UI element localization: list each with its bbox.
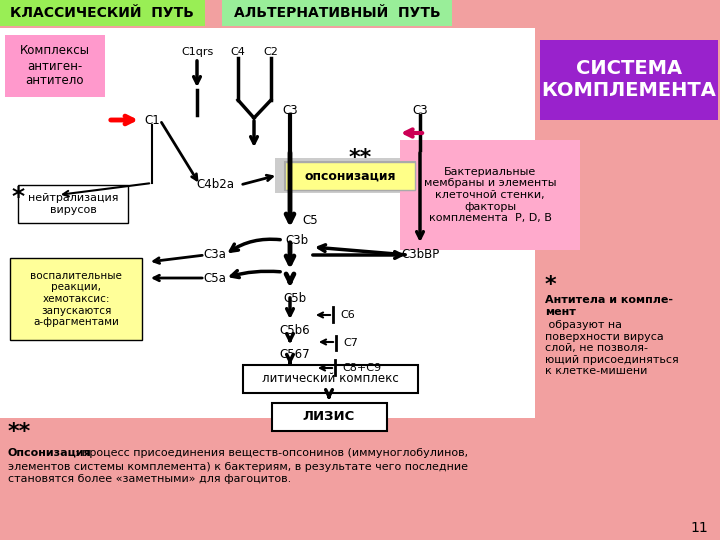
Text: Бактериальные
мембраны и элементы
клеточной стенки,
факторы
комплемента  P, D, B: Бактериальные мембраны и элементы клеточ… <box>424 167 557 223</box>
Text: C567: C567 <box>279 348 310 361</box>
Text: C3bBP: C3bBP <box>401 248 439 261</box>
Text: C6: C6 <box>340 310 355 320</box>
Bar <box>272 403 387 431</box>
Text: C2: C2 <box>264 47 279 57</box>
Text: СИСТЕМА
КОМПЛЕМЕНТА: СИСТЕМА КОМПЛЕМЕНТА <box>541 59 716 100</box>
Text: C3: C3 <box>412 104 428 117</box>
Text: КЛАССИЧЕСКИЙ  ПУТЬ: КЛАССИЧЕСКИЙ ПУТЬ <box>10 6 194 20</box>
Bar <box>540 40 718 120</box>
Text: элементов системы комплемента) к бактериям, в результате чего последние
становят: элементов системы комплемента) к бактери… <box>8 462 468 484</box>
Text: C4b2a: C4b2a <box>196 179 234 192</box>
Text: воспалительные
реакции,
хемотаксис:
запускаются
а-фрагментами: воспалительные реакции, хемотаксис: запу… <box>30 271 122 327</box>
Bar <box>10 258 142 340</box>
Bar <box>285 162 415 190</box>
Bar <box>285 162 415 190</box>
Text: C3b: C3b <box>285 233 308 246</box>
Text: 11: 11 <box>690 521 708 535</box>
Bar <box>0 28 535 418</box>
Text: образуют на
поверхности вируса
слой, не позволя-
ющий присоединяться
к клетке-ми: образуют на поверхности вируса слой, не … <box>545 320 679 376</box>
Bar <box>275 158 415 193</box>
Text: АЛЬТЕРНАТИВНЫЙ  ПУТЬ: АЛЬТЕРНАТИВНЫЙ ПУТЬ <box>234 6 441 20</box>
Text: C8+C9: C8+C9 <box>342 363 381 373</box>
Text: опсонизация: опсонизация <box>305 170 396 183</box>
Text: C7: C7 <box>343 338 358 348</box>
Text: *: * <box>12 185 24 209</box>
Text: Антитела и компле-
мент: Антитела и компле- мент <box>545 295 673 316</box>
Text: C1qrs: C1qrs <box>181 47 213 57</box>
Text: *: * <box>545 275 557 295</box>
Text: C3a: C3a <box>204 248 226 261</box>
Bar <box>222 0 452 26</box>
Text: : процесс присоединения веществ-опсонинов (иммуноглобулинов,: : процесс присоединения веществ-опсонино… <box>75 448 468 458</box>
Bar <box>18 185 128 223</box>
Text: нейтрализация
вирусов: нейтрализация вирусов <box>28 193 118 215</box>
Text: **: ** <box>8 422 31 442</box>
Bar <box>243 365 418 393</box>
Text: C5b6: C5b6 <box>279 323 310 336</box>
Text: **: ** <box>348 148 372 168</box>
Text: C1: C1 <box>144 113 160 126</box>
Bar <box>0 0 205 26</box>
Bar <box>400 140 580 250</box>
Text: ЛИЗИС: ЛИЗИС <box>303 410 355 423</box>
Text: Комплексы
антиген-
антитело: Комплексы антиген- антитело <box>20 44 90 87</box>
Text: C3: C3 <box>282 104 298 117</box>
Text: C5a: C5a <box>204 272 226 285</box>
Text: литический комплекс: литический комплекс <box>261 373 398 386</box>
Text: C4: C4 <box>230 47 246 57</box>
Text: Опсонизация: Опсонизация <box>8 448 91 458</box>
Text: C5: C5 <box>302 213 318 226</box>
Bar <box>5 35 105 97</box>
Text: C5b: C5b <box>284 292 307 305</box>
